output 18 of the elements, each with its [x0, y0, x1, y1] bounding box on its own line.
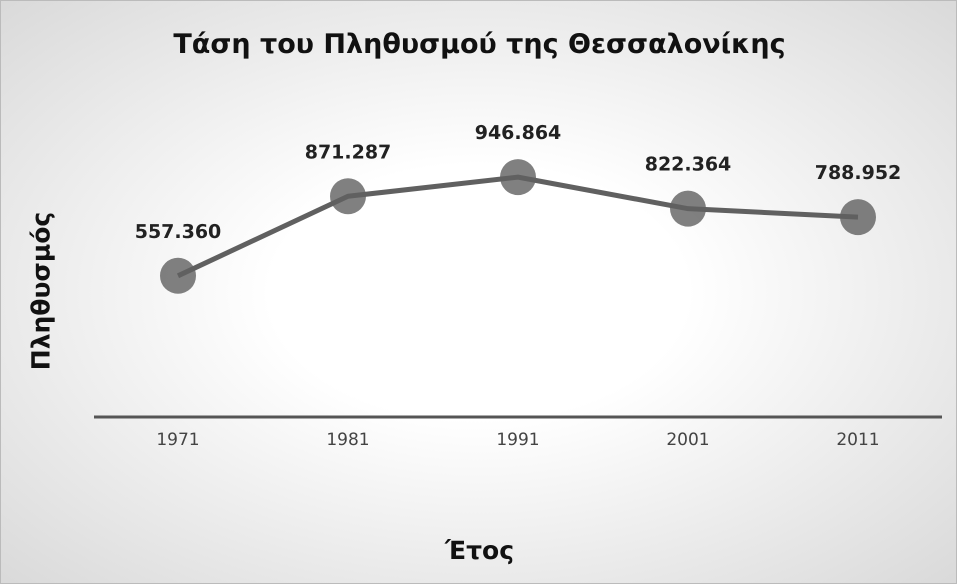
data-label: 557.360 — [134, 220, 222, 243]
chart-title: Τάση του Πληθυσμού της Θεσσαλονίκης — [172, 29, 787, 60]
x-tick-label: 1981 — [326, 430, 370, 450]
point — [330, 178, 366, 214]
data-label: 788.952 — [814, 162, 902, 184]
y-axis-title: Πληθυσμός — [26, 212, 56, 370]
x-axis-title: Έτος — [444, 536, 516, 565]
x-tick-label: 1971 — [156, 430, 200, 450]
data-label: 822.364 — [644, 154, 732, 176]
data-label: 946.864 — [474, 122, 562, 144]
point — [160, 258, 196, 294]
point — [500, 159, 536, 196]
point — [840, 199, 876, 236]
x-tick-label: 2011 — [836, 430, 880, 450]
point — [670, 190, 706, 227]
x-tick-label: 2001 — [666, 430, 710, 450]
x-tick-label: 1991 — [496, 430, 540, 450]
data-label: 871.287 — [304, 141, 392, 164]
